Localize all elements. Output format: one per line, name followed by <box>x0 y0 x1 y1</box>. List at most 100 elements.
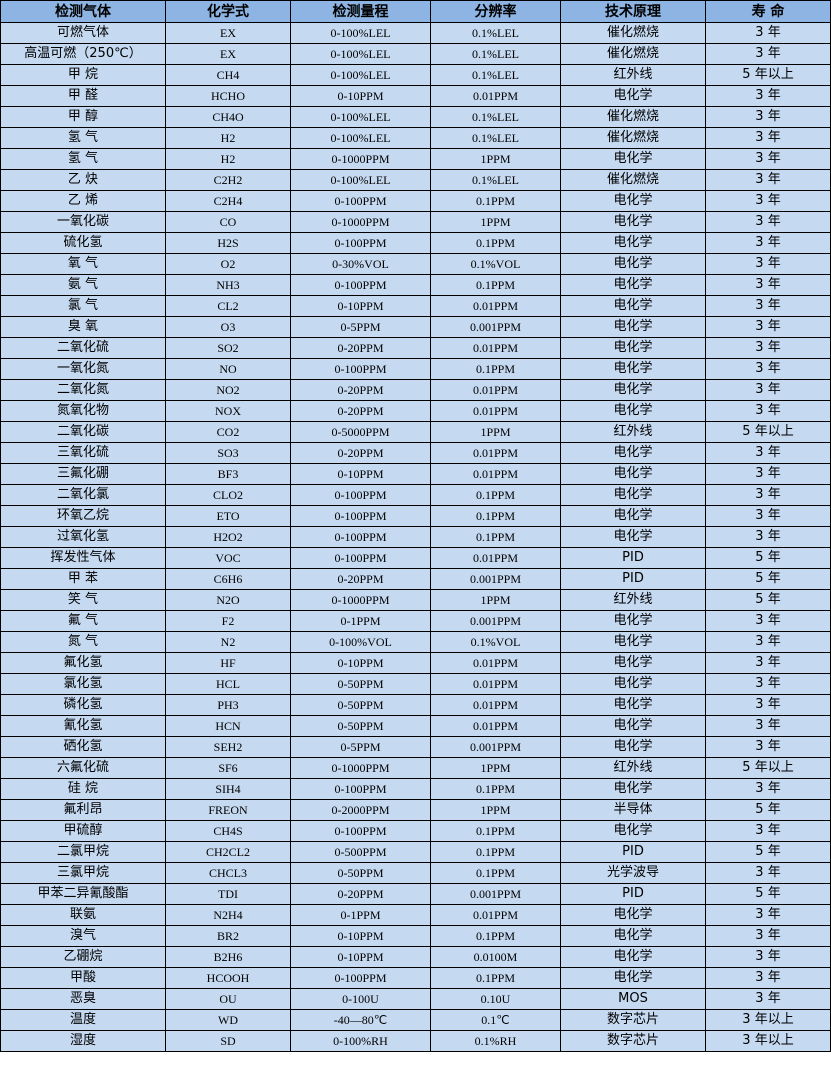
formula-cell: HF <box>165 652 291 674</box>
gas-cell: 甲 醛 <box>0 85 166 107</box>
range-cell: 0-100%LEL <box>290 106 431 128</box>
principle-cell: 催化燃烧 <box>560 43 706 65</box>
table-row: 氢 气 H2 0-100%LEL 0.1%LEL 催化燃烧 3 年 <box>0 127 831 149</box>
table-row: 氧 气 O2 0-30%VOL 0.1%VOL 电化学 3 年 <box>0 253 831 275</box>
table-row: 乙 烯 C2H4 0-100PPM 0.1PPM 电化学 3 年 <box>0 190 831 212</box>
range-cell: 0-20PPM <box>290 442 431 464</box>
range-cell: 0-100%LEL <box>290 22 431 44</box>
lifespan-cell: 3 年 <box>705 316 831 338</box>
gas-cell: 硒化氢 <box>0 736 166 758</box>
range-cell: 0-500PPM <box>290 841 431 863</box>
table-row: 二氯甲烷 CH2CL2 0-500PPM 0.1PPM PID 5 年 <box>0 841 831 863</box>
formula-cell: HCN <box>165 715 291 737</box>
formula-cell: BR2 <box>165 925 291 947</box>
principle-cell: 数字芯片 <box>560 1030 706 1052</box>
gas-cell: 氟利昂 <box>0 799 166 821</box>
resolution-cell: 0.001PPM <box>430 736 561 758</box>
gas-cell: 可燃气体 <box>0 22 166 44</box>
range-cell: 0-50PPM <box>290 694 431 716</box>
gas-cell: 臭 氧 <box>0 316 166 338</box>
lifespan-cell: 3 年 <box>705 652 831 674</box>
principle-cell: 电化学 <box>560 610 706 632</box>
resolution-cell: 0.01PPM <box>430 463 561 485</box>
formula-cell: SO3 <box>165 442 291 464</box>
range-cell: 0-100PPM <box>290 547 431 569</box>
lifespan-cell: 3 年 <box>705 190 831 212</box>
formula-cell: O3 <box>165 316 291 338</box>
table-row: 硒化氢 SEH2 0-5PPM 0.001PPM 电化学 3 年 <box>0 736 831 758</box>
formula-cell: N2H4 <box>165 904 291 926</box>
range-cell: 0-10PPM <box>290 946 431 968</box>
resolution-cell: 1PPM <box>430 799 561 821</box>
gas-cell: 三氧化硫 <box>0 442 166 464</box>
lifespan-cell: 3 年 <box>705 988 831 1010</box>
resolution-cell: 0.01PPM <box>430 295 561 317</box>
range-cell: 0-2000PPM <box>290 799 431 821</box>
lifespan-cell: 3 年 <box>705 85 831 107</box>
resolution-cell: 0.1%VOL <box>430 253 561 275</box>
lifespan-cell: 5 年 <box>705 568 831 590</box>
lifespan-cell: 3 年 <box>705 232 831 254</box>
range-cell: 0-10PPM <box>290 295 431 317</box>
formula-cell: WD <box>165 1009 291 1031</box>
lifespan-cell: 3 年 <box>705 106 831 128</box>
formula-cell: C6H6 <box>165 568 291 590</box>
gas-cell: 甲 醇 <box>0 106 166 128</box>
table-row: 甲苯二异氰酸酯 TDI 0-20PPM 0.001PPM PID 5 年 <box>0 883 831 905</box>
resolution-cell: 0.1℃ <box>430 1009 561 1031</box>
table-row: 甲 烷 CH4 0-100%LEL 0.1%LEL 红外线 5 年以上 <box>0 64 831 86</box>
resolution-cell: 0.1PPM <box>430 841 561 863</box>
lifespan-cell: 3 年 <box>705 946 831 968</box>
header-lifespan: 寿 命 <box>705 0 831 23</box>
lifespan-cell: 3 年 <box>705 211 831 233</box>
range-cell: 0-100PPM <box>290 526 431 548</box>
resolution-cell: 1PPM <box>430 421 561 443</box>
principle-cell: 电化学 <box>560 337 706 359</box>
gas-cell: 挥发性气体 <box>0 547 166 569</box>
lifespan-cell: 3 年 <box>705 148 831 170</box>
gas-cell: 硅 烷 <box>0 778 166 800</box>
lifespan-cell: 3 年 <box>705 127 831 149</box>
principle-cell: 催化燃烧 <box>560 22 706 44</box>
principle-cell: 红外线 <box>560 421 706 443</box>
gas-cell: 二氧化硫 <box>0 337 166 359</box>
lifespan-cell: 5 年 <box>705 547 831 569</box>
lifespan-cell: 3 年 <box>705 778 831 800</box>
resolution-cell: 0.1%LEL <box>430 106 561 128</box>
gas-cell: 甲硫醇 <box>0 820 166 842</box>
lifespan-cell: 3 年 <box>705 253 831 275</box>
formula-cell: B2H6 <box>165 946 291 968</box>
resolution-cell: 0.1PPM <box>430 862 561 884</box>
gas-cell: 三氟化硼 <box>0 463 166 485</box>
table-row: 乙 炔 C2H2 0-100%LEL 0.1%LEL 催化燃烧 3 年 <box>0 169 831 191</box>
table-row: 硅 烷 SIH4 0-100PPM 0.1PPM 电化学 3 年 <box>0 778 831 800</box>
principle-cell: 电化学 <box>560 274 706 296</box>
lifespan-cell: 3 年 <box>705 22 831 44</box>
lifespan-cell: 5 年 <box>705 799 831 821</box>
principle-cell: 红外线 <box>560 589 706 611</box>
gas-cell: 二氯甲烷 <box>0 841 166 863</box>
range-cell: 0-50PPM <box>290 862 431 884</box>
range-cell: -40—80℃ <box>290 1009 431 1031</box>
gas-cell: 溴气 <box>0 925 166 947</box>
table-row: 恶臭 OU 0-100U 0.10U MOS 3 年 <box>0 988 831 1010</box>
principle-cell: 电化学 <box>560 736 706 758</box>
resolution-cell: 0.01PPM <box>430 379 561 401</box>
resolution-cell: 0.01PPM <box>430 442 561 464</box>
header-principle: 技术原理 <box>560 0 706 23</box>
lifespan-cell: 5 年 <box>705 589 831 611</box>
lifespan-cell: 3 年 <box>705 631 831 653</box>
principle-cell: 电化学 <box>560 148 706 170</box>
range-cell: 0-20PPM <box>290 883 431 905</box>
resolution-cell: 0.1PPM <box>430 190 561 212</box>
gas-cell: 二氧化碳 <box>0 421 166 443</box>
table-row: 氮氧化物 NOX 0-20PPM 0.01PPM 电化学 3 年 <box>0 400 831 422</box>
range-cell: 0-100PPM <box>290 505 431 527</box>
principle-cell: 电化学 <box>560 967 706 989</box>
resolution-cell: 0.01PPM <box>430 400 561 422</box>
table-row: 臭 氧 O3 0-5PPM 0.001PPM 电化学 3 年 <box>0 316 831 338</box>
range-cell: 0-50PPM <box>290 715 431 737</box>
range-cell: 0-10PPM <box>290 85 431 107</box>
principle-cell: 电化学 <box>560 946 706 968</box>
table-row: 氟利昂 FREON 0-2000PPM 1PPM 半导体 5 年 <box>0 799 831 821</box>
